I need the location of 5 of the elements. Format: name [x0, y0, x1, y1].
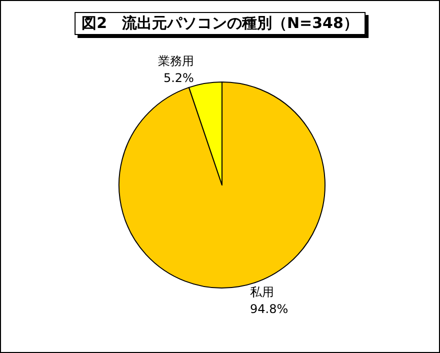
chart-title: 図2 流出元パソコンの種別（N=348）	[74, 12, 366, 35]
data-label: 5.2%	[163, 71, 194, 86]
slice-label: 私用	[250, 284, 274, 299]
slice-label: 業務用	[158, 54, 194, 68]
data-label: 94.8%	[250, 302, 288, 316]
